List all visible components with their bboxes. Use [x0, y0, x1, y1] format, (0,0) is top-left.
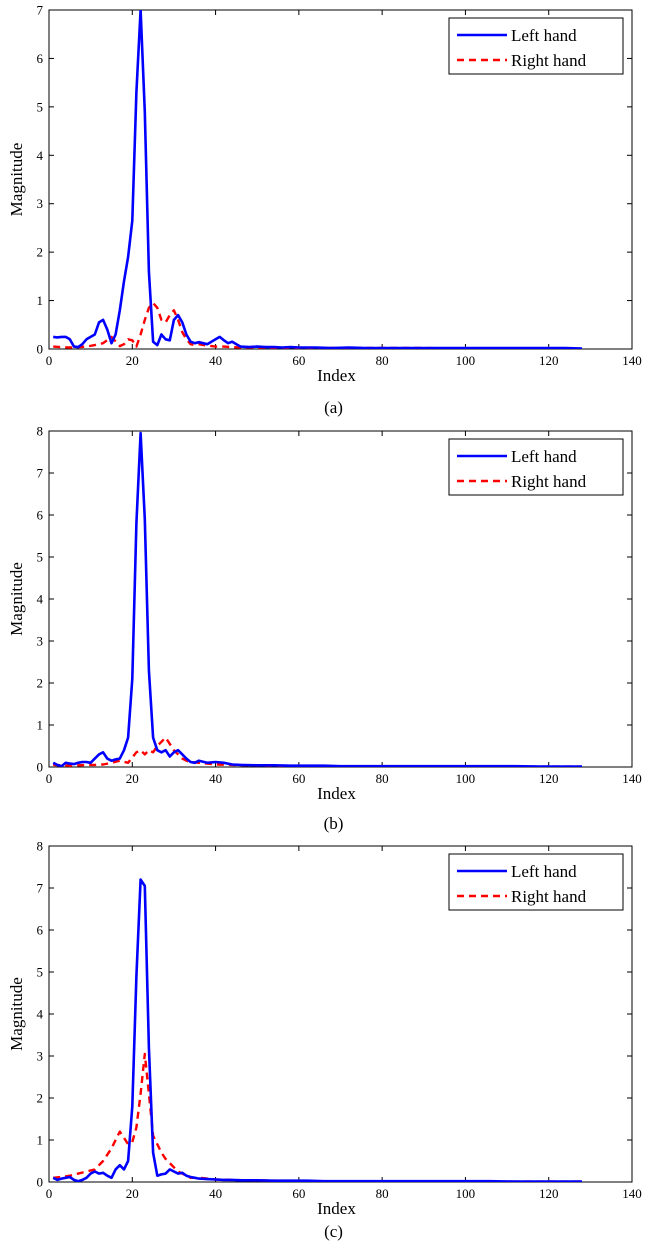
y-tick-label: 5 — [37, 99, 44, 114]
x-tick-label: 40 — [209, 353, 222, 368]
y-tick-label: 4 — [37, 592, 44, 607]
y-axis-label: Magnitude — [7, 562, 26, 636]
x-tick-label: 100 — [456, 353, 476, 368]
legend-box — [448, 853, 624, 911]
x-tick-label: 140 — [622, 771, 642, 786]
y-tick-label: 7 — [37, 881, 44, 896]
x-tick-label: 140 — [622, 353, 642, 368]
y-tick-label: 1 — [37, 1133, 44, 1148]
y-tick-label: 3 — [37, 634, 44, 649]
x-axis-label: Index — [317, 1199, 356, 1218]
x-tick-label: 0 — [46, 1186, 53, 1201]
y-tick-label: 7 — [37, 3, 44, 18]
series-line-right-hand — [53, 736, 582, 767]
legend-label: Right hand — [511, 51, 587, 70]
panel-caption: (c) — [324, 1222, 343, 1241]
y-axis-label: Magnitude — [7, 143, 26, 217]
series-line-left-hand — [52, 431, 582, 767]
x-tick-label: 20 — [126, 1186, 139, 1201]
y-tick-label: 2 — [37, 245, 44, 260]
legend: Left hand Right hand — [448, 853, 624, 911]
series-line-left-hand — [53, 10, 583, 349]
legend-label: Left hand — [511, 447, 577, 466]
y-tick-label: 3 — [37, 196, 44, 211]
y-tick-label: 0 — [37, 1175, 44, 1190]
y-axis-label: Magnitude — [7, 977, 26, 1051]
legend-box — [448, 17, 624, 75]
panel-caption: (b) — [324, 814, 344, 833]
y-tick-label: 2 — [37, 676, 44, 691]
x-tick-label: 60 — [292, 1186, 305, 1201]
x-tick-label: 40 — [209, 1186, 222, 1201]
chart-panel-b: 0 20 40 60 80 100 120 140 0 1 2 3 4 5 6 7 8 Index Magnitud… — [7, 424, 642, 834]
panel-caption: (a) — [324, 398, 343, 417]
y-tick-label: 0 — [37, 760, 44, 775]
x-axis-label: Index — [317, 366, 356, 385]
y-tick-label: 6 — [37, 508, 44, 523]
y-tick-label: 6 — [37, 51, 44, 66]
x-tick-label: 40 — [209, 771, 222, 786]
y-tick-label: 8 — [37, 424, 44, 439]
y-tick-label: 6 — [37, 923, 44, 938]
chart-panel-c: 0 20 40 60 80 100 120 140 0 1 2 3 4 5 6 7 8 Index Magnitud… — [7, 839, 642, 1242]
y-tick-label: 7 — [37, 466, 44, 481]
x-tick-label: 60 — [292, 353, 305, 368]
x-tick-label: 100 — [456, 771, 476, 786]
chart-panel-a: 0 20 40 60 80 100 120 140 0 1 2 3 4 5 6 7 Index Magnitude… — [7, 3, 642, 418]
y-tick-label: 1 — [37, 293, 44, 308]
series-line-left-hand — [52, 878, 582, 1182]
legend-label: Left hand — [511, 862, 577, 881]
x-tick-label: 100 — [456, 1186, 476, 1201]
y-tick-label: 1 — [37, 718, 44, 733]
y-tick-label: 4 — [37, 148, 44, 163]
x-tick-label: 0 — [46, 771, 53, 786]
y-tick-label: 2 — [37, 1091, 44, 1106]
y-tick-label: 3 — [37, 1049, 44, 1064]
x-tick-label: 0 — [46, 353, 53, 368]
legend: Left hand Right hand — [448, 17, 624, 75]
legend-label: Left hand — [511, 26, 577, 45]
x-tick-label: 80 — [376, 353, 389, 368]
y-tick-label: 8 — [37, 839, 44, 854]
x-tick-label: 120 — [539, 353, 559, 368]
y-tick-label: 4 — [37, 1007, 44, 1022]
x-tick-label: 80 — [376, 771, 389, 786]
x-axis-label: Index — [317, 784, 356, 803]
y-tick-label: 5 — [37, 550, 44, 565]
y-tick-label: 5 — [37, 965, 44, 980]
legend: Left hand Right hand — [448, 438, 624, 496]
x-tick-label: 20 — [126, 353, 139, 368]
x-tick-label: 120 — [539, 771, 559, 786]
x-tick-label: 20 — [126, 771, 139, 786]
legend-label: Right hand — [511, 472, 587, 491]
x-tick-label: 120 — [539, 1186, 559, 1201]
x-tick-label: 60 — [292, 771, 305, 786]
x-tick-label: 140 — [622, 1186, 642, 1201]
legend-box — [448, 438, 624, 496]
y-tick-label: 0 — [37, 342, 44, 357]
legend-label: Right hand — [511, 887, 587, 906]
x-tick-label: 80 — [376, 1186, 389, 1201]
